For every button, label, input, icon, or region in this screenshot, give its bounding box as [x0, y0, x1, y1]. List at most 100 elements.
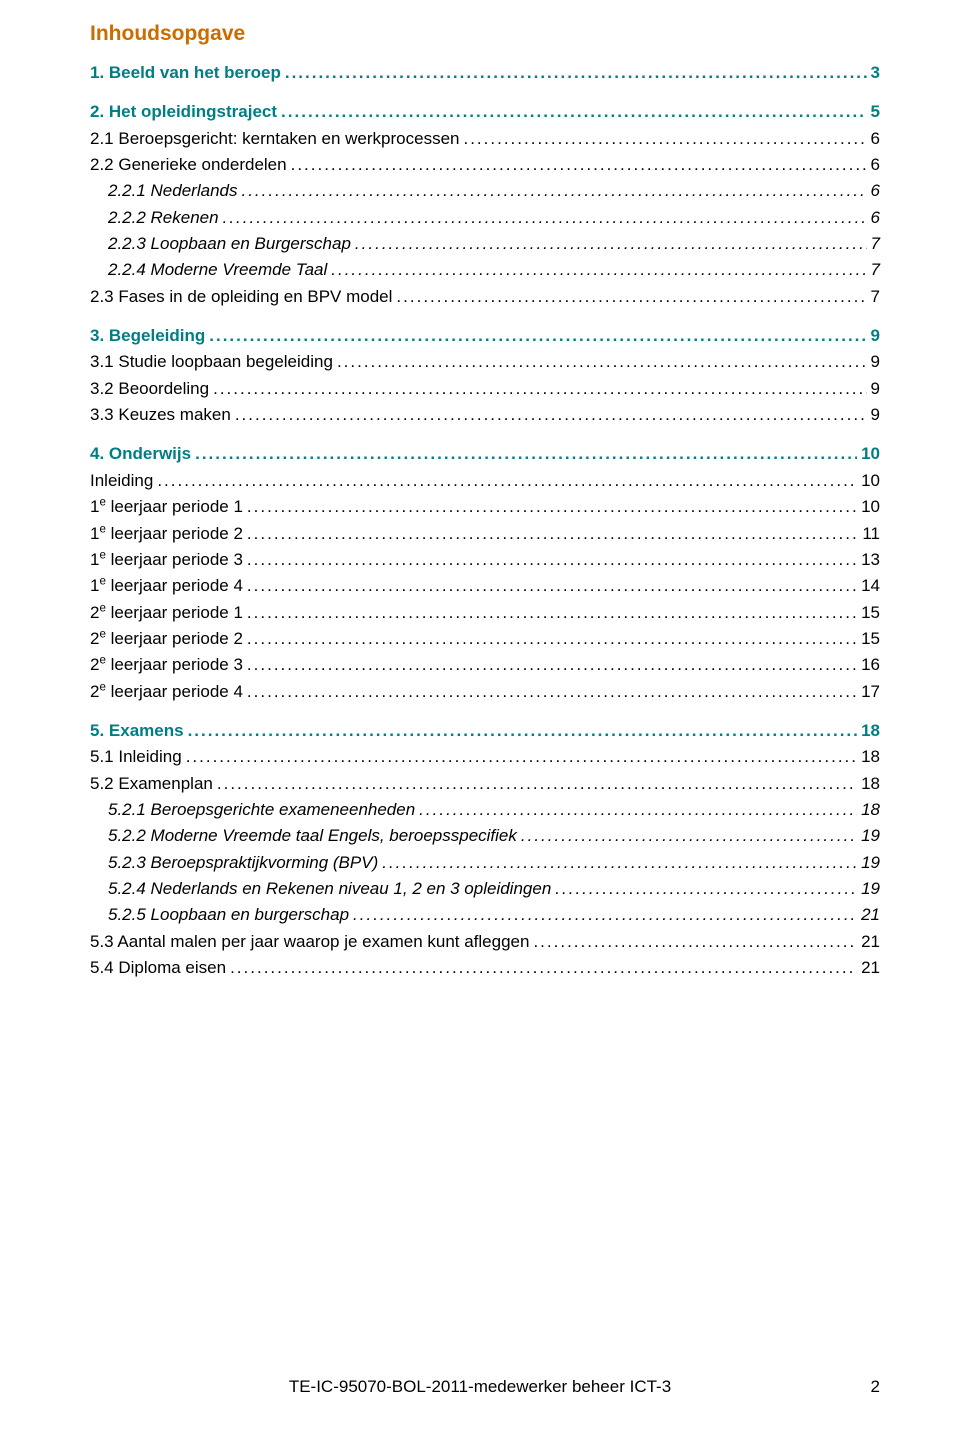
- toc-entry[interactable]: 2e leerjaar periode 3 16: [90, 652, 880, 678]
- toc-entry-label: 2.2.2 Rekenen: [90, 205, 219, 231]
- toc-leader-dots: [459, 126, 866, 152]
- toc-leader-dots: [243, 626, 857, 652]
- toc-entry-label: 3.1 Studie loopbaan begeleiding: [90, 349, 333, 375]
- toc-entry[interactable]: 3.2 Beoordeling 9: [90, 376, 880, 402]
- toc-entry[interactable]: 2. Het opleidingstraject 5: [90, 99, 880, 125]
- toc-entry-label: 4. Onderwijs: [90, 441, 191, 467]
- toc-leader-dots: [281, 60, 867, 86]
- toc-entry[interactable]: 1. Beeld van het beroep 3: [90, 60, 880, 86]
- toc-entry-page: 13: [857, 547, 880, 573]
- toc-leader-dots: [349, 902, 857, 928]
- toc-entry[interactable]: 1e leerjaar periode 3 13: [90, 547, 880, 573]
- toc-entry[interactable]: 5.2.5 Loopbaan en burgerschap 21: [90, 902, 880, 928]
- toc-entry-page: 9: [867, 349, 880, 375]
- toc-entry-page: 9: [867, 376, 880, 402]
- toc-entry-page: 15: [857, 626, 880, 652]
- toc-entry[interactable]: 2.2.4 Moderne Vreemde Taal 7: [90, 257, 880, 283]
- toc-entry-label: 5.2.5 Loopbaan en burgerschap: [90, 902, 349, 928]
- toc-entry[interactable]: 2.1 Beroepsgericht: kerntaken en werkpro…: [90, 126, 880, 152]
- toc-entry-page: 14: [857, 573, 880, 599]
- toc-entry-label: 2e leerjaar periode 3: [90, 652, 243, 678]
- toc-leader-dots: [415, 797, 857, 823]
- toc-entry-page: 19: [857, 823, 880, 849]
- toc-entry-label: 1e leerjaar periode 4: [90, 573, 243, 599]
- toc-leader-dots: [529, 929, 857, 955]
- toc-leader-dots: [327, 257, 866, 283]
- toc-leader-dots: [219, 205, 867, 231]
- toc-entry[interactable]: 1e leerjaar periode 4 14: [90, 573, 880, 599]
- toc-entry[interactable]: 3.1 Studie loopbaan begeleiding 9: [90, 349, 880, 375]
- toc-entry-page: 7: [867, 231, 880, 257]
- toc-entry[interactable]: 2e leerjaar periode 1 15: [90, 600, 880, 626]
- toc-entry[interactable]: 5.3 Aantal malen per jaar waarop je exam…: [90, 929, 880, 955]
- toc-leader-dots: [243, 679, 857, 705]
- toc-entry-page: 15: [857, 600, 880, 626]
- toc-entry[interactable]: 5.2.2 Moderne Vreemde taal Engels, beroe…: [90, 823, 880, 849]
- toc-entry-page: 21: [857, 929, 880, 955]
- toc-entry-page: 7: [867, 257, 880, 283]
- toc-entry-label: 3.3 Keuzes maken: [90, 402, 231, 428]
- toc-leader-dots: [243, 652, 857, 678]
- toc-entry-label: 5.1 Inleiding: [90, 744, 182, 770]
- toc-entry[interactable]: 5.2 Examenplan 18: [90, 771, 880, 797]
- footer-page-number: 2: [871, 1377, 880, 1397]
- toc-entry-label: 5.2.2 Moderne Vreemde taal Engels, beroe…: [90, 823, 517, 849]
- toc-entry[interactable]: 5.2.3 Beroepspraktijkvorming (BPV) 19: [90, 850, 880, 876]
- toc-entry-page: 11: [858, 521, 880, 547]
- toc-entry-page: 3: [867, 60, 880, 86]
- toc-entry-label: 1e leerjaar periode 2: [90, 521, 243, 547]
- toc-entry-page: 10: [857, 494, 880, 520]
- toc-leader-dots: [277, 99, 866, 125]
- toc-entry-page: 21: [857, 902, 880, 928]
- toc-entry-page: 21: [857, 955, 880, 981]
- toc-entry[interactable]: 1e leerjaar periode 2 11: [90, 521, 880, 547]
- toc-entry-label: 5.2.4 Nederlands en Rekenen niveau 1, 2 …: [90, 876, 551, 902]
- toc-leader-dots: [213, 771, 857, 797]
- toc-entry-page: 10: [857, 468, 880, 494]
- toc-entry[interactable]: 2.2.2 Rekenen 6: [90, 205, 880, 231]
- toc-leader-dots: [243, 573, 857, 599]
- toc-entry[interactable]: 4. Onderwijs 10: [90, 441, 880, 467]
- toc-entry[interactable]: 5.2.1 Beroepsgerichte exameneenheden 18: [90, 797, 880, 823]
- toc-leader-dots: [517, 823, 857, 849]
- toc-leader-dots: [205, 323, 866, 349]
- toc-entry-label: 3.2 Beoordeling: [90, 376, 209, 402]
- document-page: Inhoudsopgave 1. Beeld van het beroep 32…: [0, 0, 960, 981]
- toc-leader-dots: [551, 876, 857, 902]
- toc-entry-label: Inleiding: [90, 468, 153, 494]
- toc-entry-page: 6: [867, 126, 880, 152]
- toc-entry-page: 16: [857, 652, 880, 678]
- toc-entry-page: 18: [857, 718, 880, 744]
- toc-entry-page: 9: [867, 323, 880, 349]
- toc-entry[interactable]: 5. Examens 18: [90, 718, 880, 744]
- toc-entry-page: 6: [867, 152, 880, 178]
- toc-entry[interactable]: 2.2.3 Loopbaan en Burgerschap 7: [90, 231, 880, 257]
- toc-entry[interactable]: 2.2 Generieke onderdelen 6: [90, 152, 880, 178]
- toc-entry[interactable]: 5.1 Inleiding 18: [90, 744, 880, 770]
- toc-entry-label: 2.2.4 Moderne Vreemde Taal: [90, 257, 327, 283]
- table-of-contents: 1. Beeld van het beroep 3 2. Het opleidin…: [90, 60, 880, 981]
- toc-leader-dots: [243, 547, 857, 573]
- toc-entry[interactable]: Inleiding 10: [90, 468, 880, 494]
- toc-entry[interactable]: 1e leerjaar periode 1 10: [90, 494, 880, 520]
- toc-entry-page: 9: [867, 402, 880, 428]
- toc-entry[interactable]: 2.2.1 Nederlands 6: [90, 178, 880, 204]
- toc-entry-page: 19: [857, 850, 880, 876]
- toc-leader-dots: [243, 600, 857, 626]
- toc-entry[interactable]: 2.3 Fases in de opleiding en BPV model 7: [90, 284, 880, 310]
- toc-entry[interactable]: 2e leerjaar periode 4 17: [90, 679, 880, 705]
- toc-entry[interactable]: 3. Begeleiding 9: [90, 323, 880, 349]
- toc-entry-label: 2.2 Generieke onderdelen: [90, 152, 287, 178]
- toc-leader-dots: [392, 284, 866, 310]
- toc-entry-page: 17: [857, 679, 880, 705]
- toc-entry-page: 6: [867, 178, 880, 204]
- toc-entry[interactable]: 3.3 Keuzes maken 9: [90, 402, 880, 428]
- toc-entry-label: 3. Begeleiding: [90, 323, 205, 349]
- toc-entry[interactable]: 5.2.4 Nederlands en Rekenen niveau 1, 2 …: [90, 876, 880, 902]
- toc-entry-page: 18: [857, 744, 880, 770]
- toc-leader-dots: [243, 521, 858, 547]
- toc-leader-dots: [378, 850, 857, 876]
- toc-entry[interactable]: 5.4 Diploma eisen 21: [90, 955, 880, 981]
- toc-entry[interactable]: 2e leerjaar periode 2 15: [90, 626, 880, 652]
- toc-entry-label: 2e leerjaar periode 2: [90, 626, 243, 652]
